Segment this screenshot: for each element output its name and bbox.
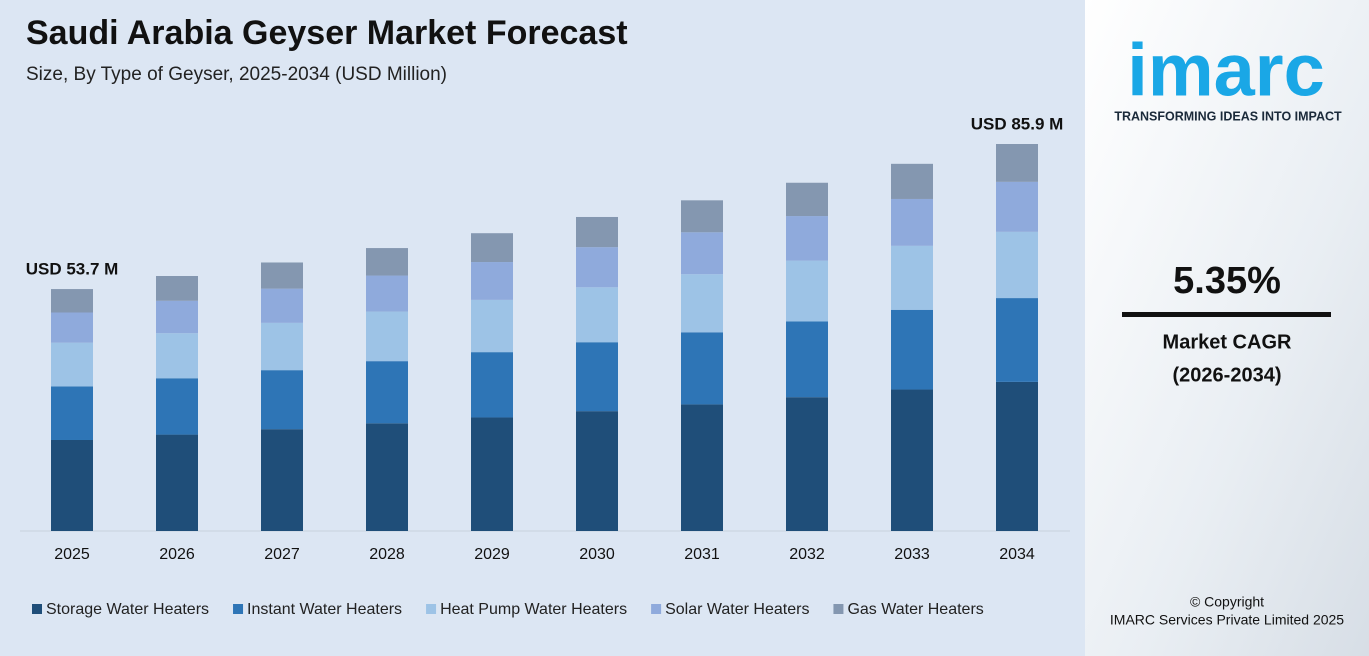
bar-segment (51, 312, 93, 343)
bar-segment (471, 299, 513, 353)
bar-segment (786, 216, 828, 261)
bar-segment (996, 181, 1038, 232)
cagr-value: 5.35% (1173, 260, 1281, 302)
legend-swatch (833, 604, 844, 614)
bar-segment (366, 275, 408, 312)
bar-segment (786, 397, 828, 531)
bar-segment (786, 182, 828, 217)
x-tick-label: 2032 (789, 546, 825, 563)
bar-segment (156, 434, 198, 531)
bar-segment (261, 370, 303, 430)
bar-segment (261, 429, 303, 531)
bar-segment (891, 309, 933, 390)
legend-label: Storage Water Heaters (46, 601, 209, 618)
bar-segment (471, 233, 513, 263)
x-tick-label: 2030 (579, 546, 615, 563)
cagr-period: (2026-2034) (1173, 364, 1282, 386)
annotation: USD 53.7 M (26, 260, 119, 279)
legend-label: Gas Water Heaters (847, 601, 983, 618)
bar-segment (366, 248, 408, 276)
legend-swatch (32, 604, 42, 614)
x-tick-label: 2034 (999, 546, 1035, 563)
legend-label: Solar Water Heaters (665, 601, 809, 618)
bar-segment (366, 311, 408, 362)
legend-swatch (233, 604, 244, 614)
bar-segment (156, 276, 198, 301)
legend-swatch (426, 604, 437, 614)
bar-segment (471, 417, 513, 531)
bar-segment (996, 298, 1038, 382)
bar-segment (576, 411, 618, 531)
bar-segment (366, 423, 408, 531)
bar-segment (261, 288, 303, 323)
bar-segment (156, 378, 198, 435)
bar-segment (576, 342, 618, 412)
x-tick-label: 2028 (369, 546, 405, 563)
bar-segment (996, 231, 1038, 299)
bar-segment (891, 198, 933, 246)
x-tick-label: 2029 (474, 546, 510, 563)
bar-segment (51, 386, 93, 440)
bar-segment (261, 322, 303, 371)
bar-segment (156, 333, 198, 379)
x-tick-label: 2033 (894, 546, 930, 563)
copyright: © Copyright (1190, 594, 1264, 610)
bar-segment (261, 262, 303, 289)
logo: imarc (1127, 29, 1324, 112)
legend-swatch (651, 604, 662, 614)
chart-title: Saudi Arabia Geyser Market Forecast (26, 14, 628, 52)
bar-segment (51, 342, 93, 387)
x-tick-label: 2027 (264, 546, 300, 563)
bar-segment (471, 352, 513, 418)
sidebar-background (1085, 0, 1369, 656)
bar-segment (51, 289, 93, 313)
bar-segment (891, 163, 933, 199)
bar-segment (891, 245, 933, 310)
bar-segment (156, 300, 198, 334)
bar-segment (996, 381, 1038, 531)
bar-segment (786, 260, 828, 322)
x-tick-label: 2025 (54, 546, 90, 563)
x-tick-label: 2031 (684, 546, 720, 563)
bar-segment (786, 321, 828, 398)
bar-segment (51, 439, 93, 531)
bar-segment (891, 389, 933, 531)
bar-segment (576, 287, 618, 343)
bar-segment (681, 332, 723, 405)
bar-segment (681, 200, 723, 233)
bar-segment (366, 361, 408, 424)
annotation: USD 85.9 M (971, 114, 1064, 133)
bar-segment (681, 274, 723, 333)
x-tick-label: 2026 (159, 546, 195, 563)
bar-segment (576, 216, 618, 248)
bar-segment (471, 262, 513, 300)
chart-subtitle: Size, By Type of Geyser, 2025-2034 (USD … (26, 64, 447, 85)
cagr-label: Market CAGR (1163, 331, 1292, 353)
cagr-divider (1122, 312, 1331, 317)
legend-label: Heat Pump Water Heaters (440, 601, 627, 618)
bar-segment (576, 247, 618, 288)
legend-label: Instant Water Heaters (247, 601, 402, 618)
tagline: TRANSFORMING IDEAS INTO IMPACT (1114, 109, 1342, 123)
company: IMARC Services Private Limited 2025 (1110, 612, 1344, 628)
bar-segment (996, 144, 1038, 182)
bar-segment (681, 404, 723, 531)
bar-segment (681, 232, 723, 275)
